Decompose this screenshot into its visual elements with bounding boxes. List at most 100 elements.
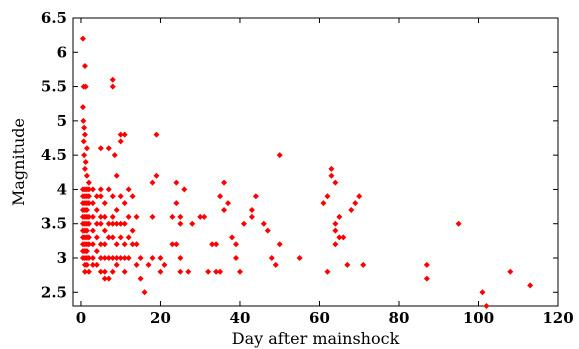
x-tick-label: 40	[230, 309, 251, 327]
x-tick-label: 0	[76, 309, 86, 327]
y-tick-label: 6	[57, 43, 67, 61]
data-point	[173, 241, 180, 248]
data-point	[129, 241, 136, 248]
data-point	[105, 145, 112, 152]
data-point	[109, 234, 116, 241]
data-point	[113, 241, 120, 248]
data-point	[97, 255, 104, 261]
data-point	[85, 234, 92, 241]
data-point	[89, 241, 96, 248]
data-point	[248, 213, 255, 220]
data-point	[93, 248, 100, 255]
data-point	[320, 200, 327, 207]
data-point	[113, 172, 120, 179]
data-point	[81, 124, 88, 131]
data-point	[169, 241, 176, 248]
data-point	[83, 172, 90, 179]
data-point	[113, 255, 120, 261]
data-point	[85, 241, 92, 248]
y-tick-label: 2.5	[41, 283, 67, 301]
data-point	[189, 220, 196, 227]
data-point	[129, 193, 136, 200]
data-point	[79, 104, 86, 111]
data-point	[336, 234, 343, 241]
data-point	[324, 193, 331, 200]
data-point	[157, 268, 164, 275]
data-point	[332, 179, 339, 186]
data-point	[101, 255, 108, 261]
data-point	[117, 234, 124, 241]
data-point	[97, 268, 104, 275]
data-point	[81, 268, 88, 275]
data-point	[507, 268, 514, 275]
y-tick-label: 5	[57, 112, 67, 130]
data-point	[479, 289, 486, 296]
data-point	[97, 241, 104, 248]
data-point	[105, 275, 112, 282]
data-point	[232, 241, 239, 248]
data-point	[340, 234, 347, 241]
data-point	[85, 186, 92, 193]
data-point	[125, 213, 132, 220]
data-point	[109, 268, 116, 275]
x-tick-label: 20	[150, 309, 171, 327]
data-point	[109, 255, 116, 261]
data-point	[93, 261, 100, 268]
data-point	[109, 220, 116, 227]
data-point	[213, 268, 220, 275]
data-point	[455, 220, 462, 227]
data-point	[268, 255, 275, 261]
data-point	[82, 83, 89, 90]
data-point	[145, 261, 152, 268]
data-point	[185, 268, 192, 275]
data-point	[97, 193, 104, 200]
data-point	[217, 268, 224, 275]
data-point	[82, 159, 89, 165]
data-point	[153, 172, 160, 179]
data-point	[117, 193, 124, 200]
data-point	[173, 179, 180, 186]
data-point	[79, 35, 86, 42]
data-point	[109, 83, 116, 90]
data-point	[121, 131, 128, 138]
data-point	[213, 241, 220, 248]
data-point	[324, 268, 331, 275]
data-point	[423, 275, 430, 282]
data-point	[133, 241, 140, 248]
data-point	[177, 268, 184, 275]
data-point	[344, 261, 351, 268]
data-point	[83, 207, 90, 213]
y-axis-label: Magnitude	[9, 118, 28, 206]
data-point	[113, 207, 120, 213]
tick-labels: 0 20 40 60 80 100 120 2.5 3 3.5 4 4.5 5 5.5 6 6.5	[41, 9, 574, 327]
data-point	[105, 234, 112, 241]
data-point	[113, 220, 120, 227]
x-tick-label: 120	[542, 309, 573, 327]
data-point	[85, 213, 92, 220]
data-point	[121, 220, 128, 227]
data-point	[105, 255, 112, 261]
data-point	[113, 261, 120, 268]
data-point	[181, 186, 188, 193]
data-point	[109, 193, 116, 200]
data-point	[125, 255, 132, 261]
data-point	[221, 179, 228, 186]
data-point	[332, 220, 339, 227]
y-tick-label: 6.5	[41, 9, 67, 27]
data-point	[483, 303, 490, 309]
data-point	[97, 220, 104, 227]
data-point	[240, 220, 247, 227]
data-point	[177, 255, 184, 261]
data-points	[79, 35, 534, 309]
data-point	[83, 248, 90, 255]
data-point	[89, 213, 96, 220]
data-point	[105, 186, 112, 193]
data-point	[101, 227, 108, 234]
data-point	[264, 227, 271, 234]
data-point	[276, 152, 283, 159]
data-point	[153, 131, 160, 138]
data-point	[81, 131, 88, 138]
data-point	[332, 227, 339, 234]
y-tick-label: 3	[57, 249, 67, 267]
data-point	[527, 282, 534, 289]
